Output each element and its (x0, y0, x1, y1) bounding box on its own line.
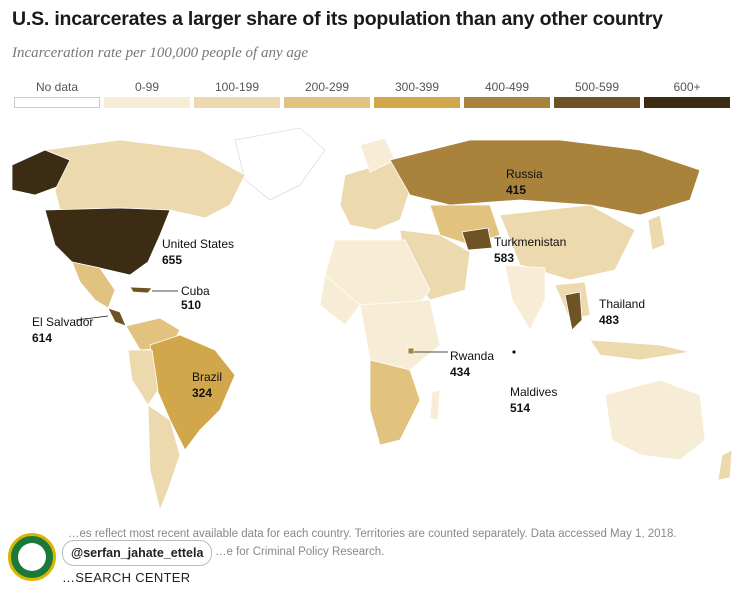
source-note-line-2: …e for Criminal Policy Research. (215, 546, 385, 558)
region-canada (43, 139, 246, 219)
chart-subtitle: Incarceration rate per 100,000 people of… (12, 45, 309, 61)
region-cuba (129, 286, 153, 294)
region-australia (604, 379, 706, 461)
region-usa (44, 207, 171, 276)
legend-label: 400-499 (484, 80, 530, 94)
legend-label: 300-399 (394, 80, 440, 94)
region-southern-africa (369, 359, 421, 446)
label-cuba: Cuba (181, 284, 210, 298)
region-indonesia (589, 339, 691, 361)
label-brazil: Brazil (192, 370, 222, 384)
legend-swatch (194, 97, 280, 108)
legend-swatch (644, 97, 730, 108)
value-russia: 415 (506, 183, 526, 197)
value-turkmenistan: 583 (494, 251, 514, 265)
legend-label: 0-99 (134, 80, 160, 94)
legend-item: No data (14, 79, 100, 108)
value-el-salvador: 614 (32, 331, 52, 345)
region-russia (389, 139, 701, 216)
label-el-salvador: El Salvador (32, 315, 93, 329)
legend-label: 200-299 (304, 80, 350, 94)
marker-maldives (512, 350, 516, 354)
channel-logo-icon (8, 533, 56, 581)
brand-name: …SEARCH CENTER (62, 570, 191, 585)
legend-swatch (374, 97, 460, 108)
chart-title: U.S. incarcerates a larger share of its … (12, 8, 663, 30)
legend-swatch (104, 97, 190, 108)
legend-label: No data (35, 80, 79, 94)
legend-item: 200-299 (284, 79, 370, 108)
source-note: …es reflect most recent available data f… (68, 528, 677, 540)
region-madagascar (429, 389, 441, 421)
legend: No data 0-99 100-199 200-299 300-399 400… (14, 79, 730, 113)
region-turkmenistan (461, 227, 493, 251)
region-southern-cone (147, 404, 181, 512)
region-central-africa (359, 299, 441, 371)
region-japan (647, 214, 666, 251)
region-central-america (107, 307, 127, 327)
region-china (499, 204, 636, 281)
label-maldives: Maldives (510, 385, 557, 399)
legend-item: 100-199 (194, 79, 280, 108)
label-thailand: Thailand (599, 297, 645, 311)
legend-label: 600+ (673, 80, 701, 94)
legend-label: 500-599 (574, 80, 620, 94)
legend-swatch (464, 97, 550, 108)
legend-item: 500-599 (554, 79, 640, 108)
region-brazil (149, 334, 236, 451)
label-rwanda: Rwanda (450, 349, 494, 363)
value-rwanda: 434 (450, 365, 470, 379)
legend-label: 100-199 (214, 80, 260, 94)
value-united-states: 655 (162, 253, 182, 267)
value-thailand: 483 (599, 313, 619, 327)
legend-item: 0-99 (104, 79, 190, 108)
legend-item: 600+ (644, 79, 730, 108)
region-peru-bolivia (127, 349, 159, 406)
region-rwanda (407, 347, 415, 355)
label-russia: Russia (506, 167, 543, 181)
region-greenland (234, 127, 326, 201)
logo-inner (18, 543, 46, 571)
legend-swatch (554, 97, 640, 108)
region-new-zealand (717, 449, 733, 481)
value-brazil: 324 (192, 386, 212, 400)
leader-el-salvador (75, 315, 109, 321)
label-turkmenistan: Turkmenistan (494, 235, 566, 249)
legend-item: 300-399 (374, 79, 460, 108)
label-united-states: United States (162, 237, 234, 251)
region-thailand (564, 291, 583, 331)
region-west-africa (319, 274, 361, 326)
value-maldives: 514 (510, 401, 530, 415)
legend-swatch (284, 97, 370, 108)
world-map: United States 655 Cuba 510 El Salvador 6… (11, 127, 733, 512)
legend-item: 400-499 (464, 79, 550, 108)
value-cuba: 510 (181, 298, 201, 312)
legend-swatch (14, 97, 100, 108)
watermark-handle: @serfan_jahate_ettela (62, 540, 213, 566)
region-india (504, 264, 546, 331)
